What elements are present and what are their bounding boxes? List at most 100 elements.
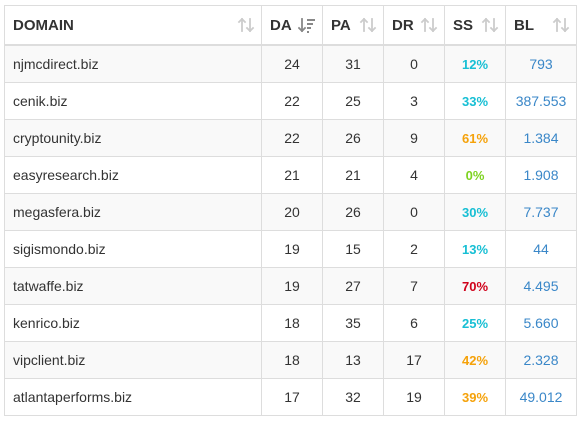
table-row: sigismondo.biz 19 15 2 13% 44 — [4, 230, 577, 268]
domain-cell: atlantaperforms.biz — [4, 378, 262, 416]
ss-cell: 42% — [444, 341, 506, 379]
dr-value: 19 — [406, 389, 422, 405]
column-header-label: DOMAIN — [13, 16, 74, 34]
pa-cell: 13 — [322, 341, 384, 379]
ss-value: 30% — [461, 204, 489, 220]
domain-cell: njmcdirect.biz — [4, 44, 262, 83]
bl-value: 2.328 — [523, 352, 559, 368]
da-cell: 21 — [261, 156, 323, 194]
column-header-pa[interactable]: PA — [322, 5, 384, 46]
domain-name: sigismondo.biz — [13, 241, 106, 257]
bl-cell: 387.553 — [505, 82, 577, 120]
domain-name: atlantaperforms.biz — [13, 389, 133, 405]
dr-cell: 0 — [383, 44, 445, 83]
da-value: 22 — [284, 93, 300, 109]
dr-cell: 4 — [383, 156, 445, 194]
da-value: 24 — [284, 56, 300, 72]
ss-cell: 30% — [444, 193, 506, 231]
da-cell: 18 — [261, 304, 323, 342]
pa-value: 31 — [345, 56, 361, 72]
ss-cell: 13% — [444, 230, 506, 268]
domain-name: tatwaffe.biz — [13, 278, 84, 294]
sort-descending-icon[interactable] — [298, 16, 316, 34]
pa-value: 35 — [345, 315, 361, 331]
column-header-ss[interactable]: SS — [444, 5, 506, 46]
domain-name: cryptounity.biz — [13, 130, 102, 146]
dr-value: 9 — [410, 130, 418, 146]
bl-value: 49.012 — [519, 389, 563, 405]
domain-cell: sigismondo.biz — [4, 230, 262, 268]
bl-value: 5.660 — [523, 315, 559, 331]
column-header-domain[interactable]: DOMAIN — [4, 5, 262, 46]
dr-cell: 9 — [383, 119, 445, 157]
da-value: 21 — [284, 167, 300, 183]
ss-value: 12% — [461, 56, 489, 72]
dr-cell: 2 — [383, 230, 445, 268]
pa-cell: 26 — [322, 119, 384, 157]
bl-value: 793 — [529, 56, 553, 72]
column-header-bl[interactable]: BL — [505, 5, 577, 46]
table-row: megasfera.biz 20 26 0 30% 7.737 — [4, 193, 577, 231]
ss-cell: 12% — [444, 44, 506, 83]
da-cell: 22 — [261, 119, 323, 157]
table-row: njmcdirect.biz 24 31 0 12% 793 — [4, 44, 577, 83]
domain-metrics-table: DOMAIN DA — [4, 5, 577, 416]
domain-cell: easyresearch.biz — [4, 156, 262, 194]
ss-value: 70% — [461, 278, 489, 294]
sort-unsorted-icon[interactable] — [420, 16, 438, 34]
column-header-dr[interactable]: DR — [383, 5, 445, 46]
sort-unsorted-icon[interactable] — [481, 16, 499, 34]
ss-value: 25% — [461, 315, 489, 331]
dr-value: 0 — [410, 204, 418, 220]
pa-value: 25 — [345, 93, 361, 109]
ss-cell: 25% — [444, 304, 506, 342]
dr-value: 17 — [406, 352, 422, 368]
pa-cell: 25 — [322, 82, 384, 120]
table-row: tatwaffe.biz 19 27 7 70% 4.495 — [4, 267, 577, 305]
domain-name: vipclient.biz — [13, 352, 86, 368]
bl-cell: 5.660 — [505, 304, 577, 342]
pa-value: 13 — [345, 352, 361, 368]
table-header-row: DOMAIN DA — [4, 5, 577, 46]
domain-cell: kenrico.biz — [4, 304, 262, 342]
table-body: njmcdirect.biz 24 31 0 12% 793 cenik.biz… — [4, 44, 577, 416]
bl-cell: 49.012 — [505, 378, 577, 416]
column-header-label: PA — [331, 16, 351, 34]
da-value: 17 — [284, 389, 300, 405]
bl-cell: 2.328 — [505, 341, 577, 379]
pa-cell: 32 — [322, 378, 384, 416]
column-header-da[interactable]: DA — [261, 5, 323, 46]
sort-unsorted-icon[interactable] — [552, 16, 570, 34]
bl-value: 7.737 — [523, 204, 559, 220]
domain-name: cenik.biz — [13, 93, 68, 109]
da-value: 19 — [284, 278, 300, 294]
da-cell: 24 — [261, 44, 323, 83]
column-header-label: DA — [270, 16, 292, 34]
domain-cell: megasfera.biz — [4, 193, 262, 231]
bl-cell: 44 — [505, 230, 577, 268]
domain-cell: tatwaffe.biz — [4, 267, 262, 305]
column-header-label: BL — [514, 16, 534, 34]
dr-cell: 3 — [383, 82, 445, 120]
pa-cell: 27 — [322, 267, 384, 305]
dr-cell: 0 — [383, 193, 445, 231]
table-row: cryptounity.biz 22 26 9 61% 1.384 — [4, 119, 577, 157]
da-cell: 18 — [261, 341, 323, 379]
ss-cell: 39% — [444, 378, 506, 416]
ss-value: 39% — [461, 389, 489, 405]
sort-unsorted-icon[interactable] — [359, 16, 377, 34]
sort-unsorted-icon[interactable] — [237, 16, 255, 34]
da-cell: 20 — [261, 193, 323, 231]
da-value: 18 — [284, 352, 300, 368]
pa-cell: 21 — [322, 156, 384, 194]
pa-value: 26 — [345, 130, 361, 146]
pa-cell: 15 — [322, 230, 384, 268]
pa-value: 21 — [345, 167, 361, 183]
pa-value: 26 — [345, 204, 361, 220]
bl-value: 1.908 — [523, 167, 559, 183]
ss-value: 42% — [461, 352, 489, 368]
domain-name: megasfera.biz — [13, 204, 101, 220]
table-row: easyresearch.biz 21 21 4 0% 1.908 — [4, 156, 577, 194]
pa-value: 15 — [345, 241, 361, 257]
domain-cell: cryptounity.biz — [4, 119, 262, 157]
